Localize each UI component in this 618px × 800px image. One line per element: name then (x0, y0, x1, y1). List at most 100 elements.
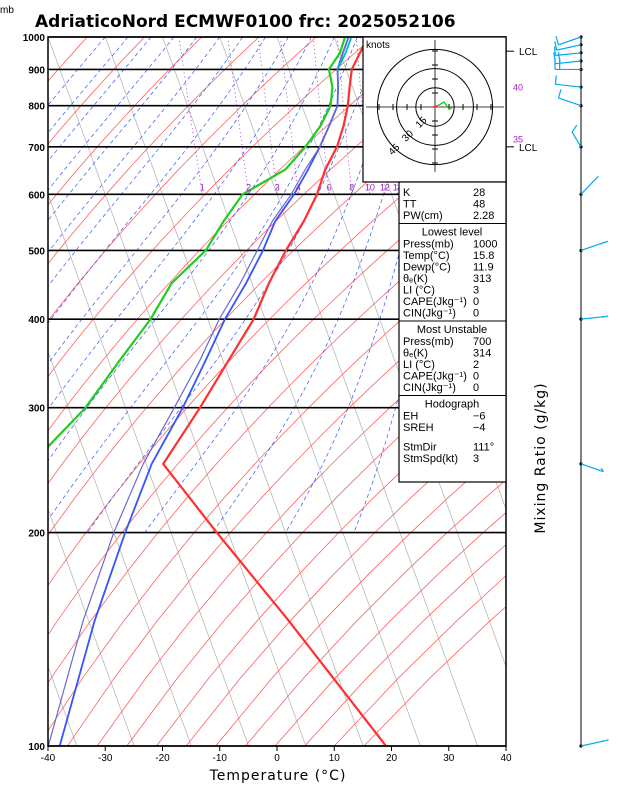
right-axis-label: Mixing Ratio (g/kg) (533, 382, 549, 533)
moist-adiabat (48, 37, 106, 106)
mixing-ratio-label: 8 (349, 182, 354, 192)
index-value: 1000 (473, 239, 497, 251)
profile-temp (161, 37, 387, 746)
index-value: 0 (473, 371, 479, 383)
mixing-ratio-line (257, 37, 278, 195)
wind-barb-flag (553, 46, 556, 56)
index-value: 0 (473, 308, 479, 320)
isotherm (162, 37, 421, 746)
x-tick-label: 20 (386, 753, 398, 764)
wind-barb-shaft (580, 463, 604, 473)
index-value: 2 (473, 359, 479, 371)
moist-adiabat (48, 37, 129, 134)
moist-adiabat (48, 37, 358, 521)
index-value: 0 (473, 296, 479, 308)
index-label: SREH (403, 422, 434, 434)
index-label: Press(mb) (403, 336, 454, 348)
pressure-tick-label: 400 (28, 315, 45, 326)
wind-barb-shaft (580, 180, 595, 195)
pressure-tick-label: 1000 (23, 33, 46, 44)
dry-adiabat (48, 37, 145, 145)
profile-dew (48, 37, 347, 449)
wind-barb-shaft (555, 52, 582, 57)
pressure-tick-label: 900 (28, 65, 45, 76)
wind-barb-flag (593, 175, 599, 182)
hodograph-frame (362, 36, 507, 183)
wind-barb-shaft (558, 36, 582, 46)
dry-adiabat (48, 37, 317, 322)
index-value: 0 (473, 382, 479, 394)
index-label: K (403, 187, 411, 199)
wind-barb-flag (600, 467, 605, 473)
wind-barb-shaft (555, 83, 582, 88)
x-tick-label: 30 (443, 753, 455, 764)
mixing-ratio-label: 6 (327, 182, 332, 192)
lcl-label: LCL (519, 143, 538, 154)
wind-barb-flag (606, 315, 609, 317)
index-value: 700 (473, 336, 491, 348)
hodograph-trace (432, 101, 453, 110)
index-value: 314 (473, 348, 491, 360)
index-label: Temp(°C) (403, 250, 450, 262)
index-label: θₑ(K) (403, 348, 428, 360)
index-value: 2.28 (473, 210, 494, 222)
wind-barb-flag (605, 739, 609, 742)
index-label: LI (°C) (403, 359, 435, 371)
profile-wetbulb (336, 37, 353, 70)
x-axis-label: Temperature (°C) (209, 768, 347, 784)
x-tick-label: -10 (213, 753, 228, 764)
hodograph-trace-low (432, 105, 438, 108)
wind-barb-flag (571, 124, 578, 133)
wind-barb-shaft (571, 131, 582, 148)
moist-adiabat (48, 37, 266, 324)
x-tick-label: 0 (274, 753, 280, 764)
mixing-ratio-line (178, 37, 203, 195)
indices-section-title: Most Unstable (417, 324, 487, 336)
pressure-tick-label: 600 (28, 190, 45, 201)
pressure-tick-label: 300 (28, 404, 45, 415)
theta-label-40: 40 (513, 83, 523, 93)
x-tick-label: -40 (41, 753, 56, 764)
index-value: 28 (473, 187, 485, 199)
index-value: −4 (473, 422, 486, 434)
index-value: 3 (473, 285, 479, 297)
wind-barb-flag (600, 740, 605, 743)
index-label: θₑ(K) (403, 273, 428, 285)
wind-barb-flag (554, 41, 558, 51)
isotherm (48, 508, 135, 746)
index-label: CIN(Jkg⁻¹) (403, 308, 456, 320)
index-label: TT (403, 199, 417, 211)
moist-adiabat (48, 37, 175, 191)
wind-barb-flag (554, 75, 557, 85)
mixing-ratio-label: 3 (275, 182, 280, 192)
mixing-ratio-label: 1 (200, 182, 205, 192)
pressure-axis-ticks: 100 200 300 400 500 600 700 800 900 1000 (23, 33, 46, 753)
index-value: 313 (473, 273, 491, 285)
dry-adiabat (48, 37, 260, 265)
index-label: CAPE(Jkg⁻¹) (403, 371, 467, 383)
wind-barb-flag (601, 315, 604, 318)
lcl-label: LCL (519, 47, 538, 58)
pressure-tick-label: 800 (28, 102, 45, 113)
isotherm (48, 193, 250, 746)
index-value: 15.8 (473, 250, 494, 262)
theta-label-35: 35 (513, 134, 523, 144)
profiles (48, 37, 387, 746)
wind-column (553, 35, 609, 748)
index-value: 111° (473, 442, 494, 454)
hodograph-unit: knots (366, 40, 390, 51)
index-label: LI (°C) (403, 285, 435, 297)
dry-adiabat (96, 305, 506, 746)
mixing-ratio-label: 14 (393, 182, 403, 192)
wind-barb-shaft (556, 44, 582, 51)
index-value: 3 (473, 453, 479, 465)
dry-adiabat (48, 229, 506, 732)
dry-adiabat (48, 108, 506, 587)
index-value: 48 (473, 199, 485, 211)
mixing-ratio-line (336, 37, 353, 195)
isotherm (48, 37, 307, 746)
wind-barb-flag (555, 36, 560, 45)
mixing-ratio-label: 2 (246, 182, 251, 192)
index-label: CIN(Jkg⁻¹) (403, 382, 456, 394)
dry-adiabat (48, 37, 202, 206)
